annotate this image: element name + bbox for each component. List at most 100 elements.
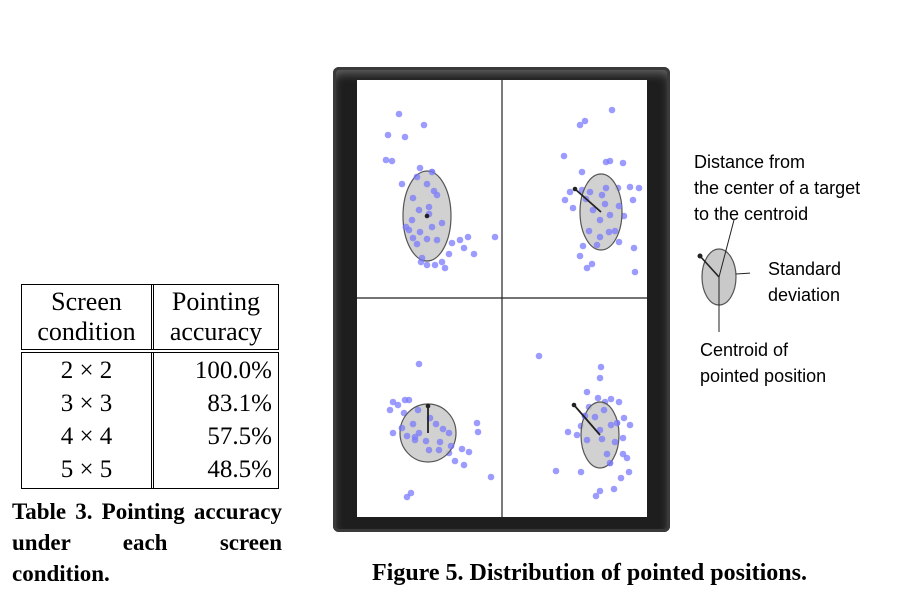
pointed-position-dot — [389, 398, 397, 406]
pointed-position-dot — [403, 432, 411, 440]
pointed-position-dot — [607, 421, 615, 429]
pointed-position-dot — [425, 203, 433, 211]
pointed-position-dot — [415, 429, 423, 437]
pointed-position-dot — [418, 254, 426, 262]
pointed-position-dot — [601, 200, 609, 208]
pointed-position-dot — [552, 467, 560, 475]
column-divider — [151, 285, 154, 349]
pointed-position-dot — [635, 184, 643, 192]
pointed-positions-plot — [357, 80, 647, 517]
pointed-position-dot — [613, 419, 621, 427]
pointed-position-dot — [626, 183, 634, 191]
pointed-position-dot — [395, 110, 403, 118]
cell-accuracy: 83.1% — [207, 390, 272, 417]
pointed-position-dot — [561, 196, 569, 204]
pointed-position-dot — [615, 238, 623, 246]
pointed-position-dot — [566, 188, 574, 196]
pointing-accuracy-table: Screen condition Pointing accuracy 2 × 2… — [21, 284, 279, 489]
pointed-position-dot — [606, 459, 614, 467]
pointed-position-dot — [401, 396, 409, 404]
legend-distance-leader — [718, 220, 735, 278]
pointed-position-dot — [585, 227, 593, 235]
table-row: 5 × 5 48.5% — [22, 453, 278, 486]
pointed-position-dot — [577, 468, 585, 476]
pointed-position-dot — [465, 448, 473, 456]
pointed-position-dot — [448, 239, 456, 247]
pointed-position-dot — [435, 446, 443, 454]
pointed-position-dot — [445, 250, 453, 258]
pointed-position-dot — [619, 434, 627, 442]
pointed-position-dot — [591, 413, 599, 421]
pointed-position-dot — [401, 133, 409, 141]
pointed-position-dot — [414, 406, 422, 414]
pointed-position-dot — [470, 250, 478, 258]
pointed-position-dot — [388, 157, 396, 165]
pointed-position-dot — [407, 489, 415, 497]
target-center-dot — [571, 402, 577, 408]
table-body: 2 × 2 100.0% 3 × 3 83.1% 4 × 4 57.5% 5 ×… — [21, 352, 279, 489]
cell-accuracy: 57.5% — [207, 423, 272, 450]
pointed-position-dot — [602, 184, 610, 192]
target-center-dot — [572, 186, 578, 192]
pointed-position-dot — [581, 412, 589, 420]
pointed-position-dot — [415, 206, 423, 214]
pointed-position-dot — [382, 156, 390, 164]
pointed-position-dot — [423, 180, 431, 188]
legend-distance-line — [699, 255, 720, 278]
pointed-position-dot — [487, 473, 495, 481]
pointed-position-dot — [403, 493, 411, 501]
pointed-position-dot — [596, 426, 604, 434]
table-header: Screen condition Pointing accuracy — [21, 284, 279, 350]
pointed-position-dot — [474, 428, 482, 436]
cell-accuracy: 48.5% — [207, 456, 272, 483]
pointed-position-dot — [389, 429, 397, 437]
pointed-position-dot — [588, 260, 596, 268]
pointed-position-dot — [409, 194, 417, 202]
pointed-position-dot — [428, 168, 436, 176]
pointed-position-dot — [605, 228, 613, 236]
pointed-position-dot — [596, 374, 604, 382]
pointed-position-dot — [408, 216, 416, 224]
pointed-position-dot — [491, 233, 499, 241]
pointed-position-dot — [423, 261, 431, 269]
pointed-position-dot — [464, 233, 472, 241]
pointed-position-dot — [456, 236, 464, 244]
pointed-position-dot — [615, 398, 623, 406]
header-screen-condition: Screen condition — [37, 287, 136, 346]
ellipses-layer — [398, 168, 623, 469]
pointed-position-dot — [416, 228, 424, 236]
pointed-position-dot — [425, 446, 433, 454]
pointed-position-dot — [583, 436, 591, 444]
pointed-position-dot — [439, 425, 447, 433]
pointed-position-dot — [608, 106, 616, 114]
pointed-position-dot — [615, 202, 623, 210]
cell-condition: 2 × 2 — [60, 357, 113, 384]
pointed-position-dot — [620, 414, 628, 422]
pointed-position-dot — [576, 252, 584, 260]
pointed-position-dot — [433, 236, 441, 244]
pointed-position-dot — [409, 420, 417, 428]
pointed-position-dot — [384, 131, 392, 139]
pointed-position-dot — [394, 401, 402, 409]
legend-target-dot — [697, 253, 703, 259]
pointed-position-dot — [398, 424, 406, 432]
pointed-position-dot — [398, 180, 406, 188]
pointed-position-dot — [560, 152, 568, 160]
pointed-position-dot — [598, 191, 606, 199]
figure-caption: Figure 5. Distribution of pointed positi… — [372, 560, 807, 586]
table-caption: Table 3. Pointing accuracy under each sc… — [12, 499, 282, 586]
pointed-position-dot — [402, 223, 410, 231]
pointed-position-dot — [583, 388, 591, 396]
pointed-position-dot — [617, 474, 625, 482]
pointed-position-dot — [409, 234, 417, 242]
pointed-position-dot — [596, 216, 604, 224]
pointed-position-dot — [586, 188, 594, 196]
table-row: 3 × 3 83.1% — [22, 387, 278, 420]
pointed-position-dot — [583, 264, 591, 272]
table-row: 4 × 4 57.5% — [22, 420, 278, 453]
pointed-position-dot — [576, 121, 584, 129]
pointed-position-dot — [589, 206, 597, 214]
pointed-position-dot — [433, 191, 441, 199]
table-row: 2 × 2 100.0% — [22, 354, 278, 387]
pointed-position-dot — [445, 429, 453, 437]
